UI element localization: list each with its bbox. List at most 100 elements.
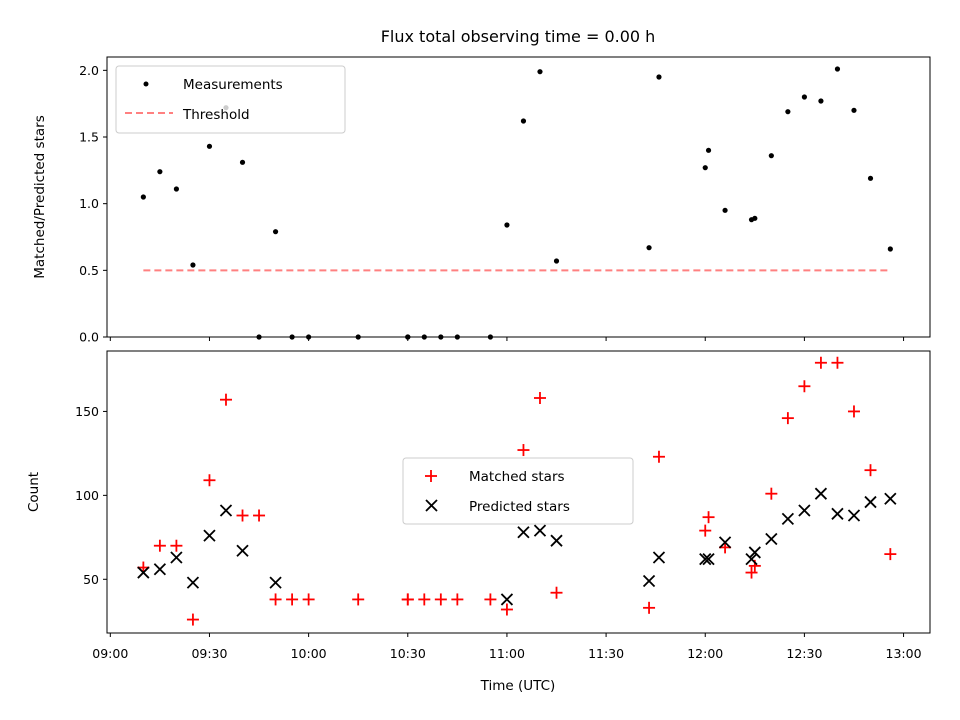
bottom-x-tick-label: 11:00 <box>489 646 525 661</box>
matched-star-point <box>219 393 232 406</box>
predicted-star-point <box>642 574 656 588</box>
matched-star-point <box>451 593 464 606</box>
measurement-point <box>801 94 808 100</box>
measurement-point <box>173 186 180 192</box>
matched-star-point <box>781 412 794 425</box>
matched-star-point <box>302 593 315 606</box>
matched-star-point <box>884 548 897 561</box>
matched-star-point <box>418 593 431 606</box>
matched-star-point <box>745 566 758 579</box>
matched-star-point <box>153 539 166 552</box>
matched-star-point <box>203 474 216 487</box>
predicted-star-point <box>219 504 233 517</box>
predicted-star-point <box>236 544 249 557</box>
predicted-star-point <box>745 553 758 566</box>
top-y-tick-label: 1.5 <box>79 130 99 145</box>
predicted-star-point <box>831 507 844 520</box>
matched-stars-legend-label: Matched stars <box>469 469 565 485</box>
measurement-point <box>537 69 543 75</box>
predicted-star-point <box>203 529 216 542</box>
matched-star-point <box>643 601 656 614</box>
matched-star-point <box>236 509 249 522</box>
bottom-x-tick-label: 10:30 <box>390 646 426 661</box>
measurement-point <box>768 153 774 159</box>
matched-star-point <box>484 593 497 606</box>
matched-star-point <box>831 356 844 369</box>
measurement-point <box>705 147 712 153</box>
matched-star-point <box>170 539 183 552</box>
top-y-tick-label: 2.0 <box>79 63 99 78</box>
predicted-star-point <box>781 512 795 525</box>
matched-star-point <box>533 392 546 404</box>
measurement-point <box>818 98 824 104</box>
matched-star-point <box>253 509 266 522</box>
predicted-star-point <box>652 551 666 564</box>
matched-star-point <box>798 380 811 393</box>
predicted-star-point <box>748 546 761 559</box>
measurement-point <box>887 246 893 252</box>
bottom-x-tick-label: 13:00 <box>886 646 922 661</box>
measurement-point <box>722 207 728 213</box>
matched-star-point <box>434 593 447 606</box>
matched-star-point <box>286 593 299 606</box>
matched-stars-legend-marker <box>425 470 437 482</box>
measurement-point <box>190 262 196 268</box>
matched-star-point <box>550 586 563 599</box>
predicted-star-point <box>186 576 200 589</box>
matched-star-point <box>652 450 665 463</box>
measurement-point <box>239 159 246 165</box>
bottom-y-tick-label: 100 <box>75 488 99 503</box>
predicted-stars-legend-marker <box>425 499 438 512</box>
measurement-point <box>553 258 560 264</box>
bottom-y-axis-label: Count <box>26 472 42 512</box>
measurement-point <box>272 229 279 235</box>
predicted-star-point <box>170 551 183 564</box>
measurement-point <box>206 143 213 149</box>
top-plot-frame <box>106 56 931 338</box>
matched-star-point <box>864 464 877 477</box>
predicted-star-point <box>718 536 732 549</box>
top-y-tick-label: 0.5 <box>79 263 99 278</box>
figure-title: Flux total observing time = 0.00 h <box>381 27 656 46</box>
top-y-axis-label: Matched/Predicted stars <box>32 115 48 278</box>
predicted-star-point <box>884 492 897 505</box>
measurement-point <box>504 222 510 228</box>
bottom-y-tick-label: 50 <box>83 572 99 587</box>
measurement-point <box>834 66 841 72</box>
measurement-point <box>157 169 163 175</box>
predicted-star-point <box>550 534 563 547</box>
matched-star-point <box>847 405 860 418</box>
bottom-x-tick-label: 11:30 <box>588 646 624 661</box>
predicted-star-point <box>137 566 150 579</box>
top-legend: Measurements Threshold <box>115 65 346 134</box>
predicted-star-point <box>500 593 514 606</box>
measurement-point <box>520 118 527 124</box>
bottom-x-axis-label: Time (UTC) <box>480 678 556 694</box>
bottom-x-tick-label: 12:00 <box>687 646 723 661</box>
measurement-point <box>785 109 791 115</box>
predicted-star-point <box>533 524 547 537</box>
predicted-star-point <box>517 526 530 539</box>
predicted-star-point <box>702 553 715 566</box>
top-legend-box <box>115 65 346 134</box>
predicted-star-point <box>814 487 828 500</box>
measurement-point <box>752 215 758 221</box>
bottom-x-tick-label: 09:00 <box>92 646 128 661</box>
bottom-y-tick-label: 150 <box>75 404 99 419</box>
matched-star-point <box>699 524 712 537</box>
matched-star-point <box>186 613 199 626</box>
matched-star-point <box>500 603 513 616</box>
bottom-x-tick-label: 10:00 <box>291 646 327 661</box>
matched-star-point <box>765 487 778 500</box>
measurement-point <box>851 107 857 113</box>
measurement-point <box>702 165 708 171</box>
top-panel: 0.00.51.01.52.0 Matched/Predicted stars … <box>32 56 931 345</box>
top-y-tick-label: 1.0 <box>79 196 99 211</box>
predicted-star-point <box>153 563 167 576</box>
matched-star-point <box>517 444 530 457</box>
predicted-star-point <box>798 504 811 517</box>
matched-star-point <box>269 593 282 606</box>
predicted-star-point <box>699 553 712 566</box>
measurements-legend-label: Measurements <box>183 77 283 93</box>
